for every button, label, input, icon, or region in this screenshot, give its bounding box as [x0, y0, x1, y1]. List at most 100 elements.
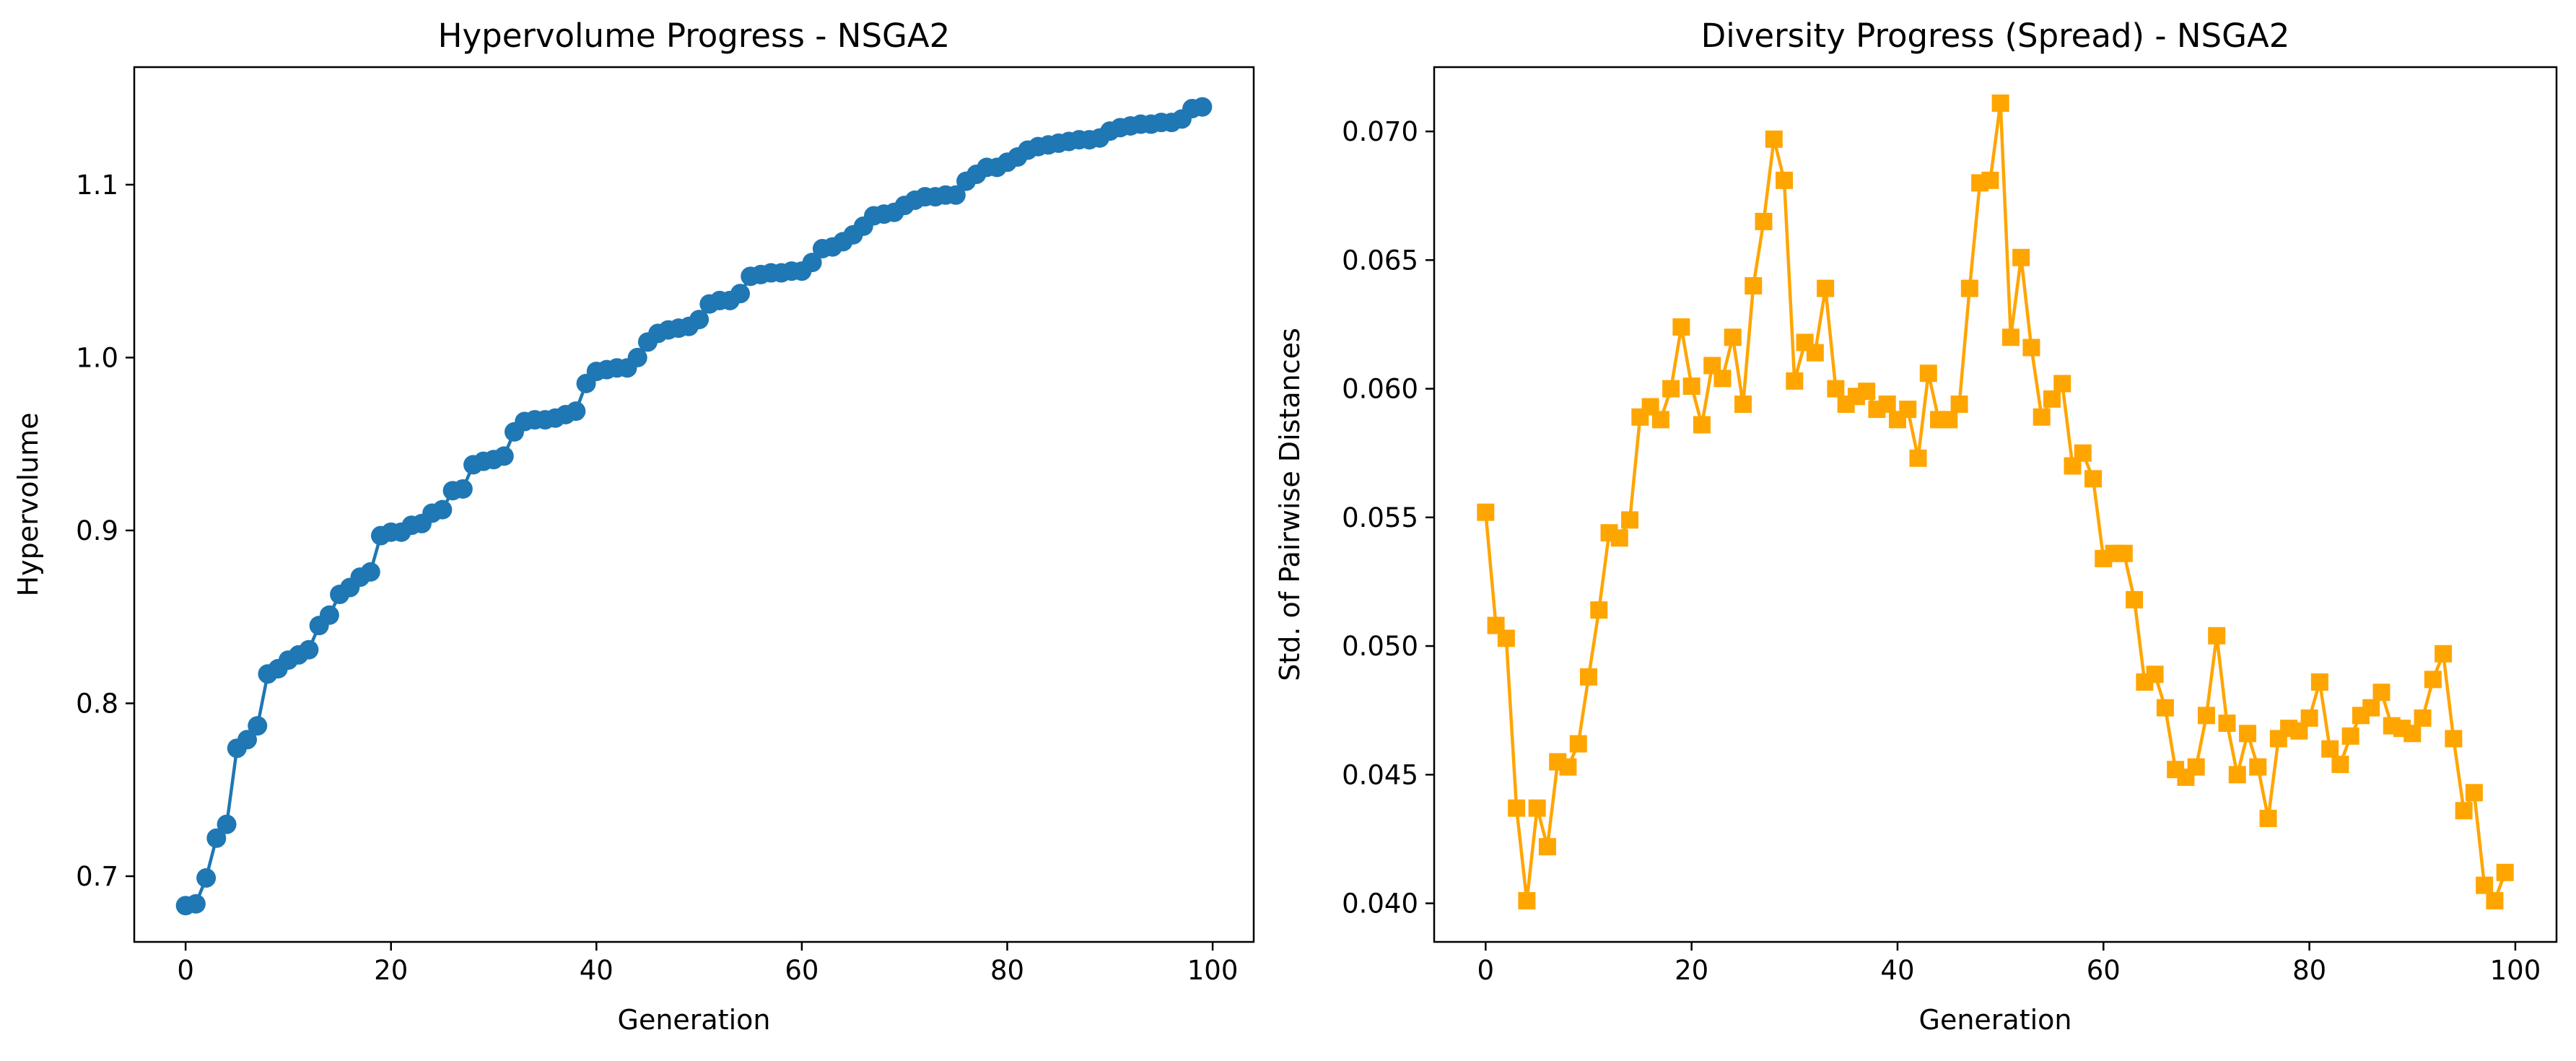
data-point	[946, 185, 966, 205]
data-point	[1538, 838, 1556, 856]
chart-title: Diversity Progress (Spread) - NSGA2	[1701, 17, 2290, 55]
diversity-chart: Diversity Progress (Spread) - NSGA2 Gene…	[1274, 17, 2558, 1036]
data-point	[1745, 277, 1763, 294]
data-point	[2033, 408, 2051, 426]
y-axis-label: Std. of Pairwise Distances	[1274, 328, 1306, 681]
data-point	[1919, 364, 1937, 383]
data-point	[802, 253, 822, 273]
data-point	[1981, 171, 1999, 189]
x-axis-label: Generation	[618, 1004, 771, 1036]
x-tick-label: 20	[374, 955, 408, 986]
data-point	[1662, 380, 1680, 398]
data-point	[2156, 699, 2174, 717]
y-tick-label: 0.065	[1342, 245, 1418, 276]
data-point	[1518, 891, 1536, 909]
data-point	[2362, 699, 2380, 717]
data-point	[2341, 727, 2359, 745]
data-point	[319, 605, 339, 625]
data-point	[2321, 740, 2339, 758]
data-point	[2259, 809, 2277, 827]
data-point	[196, 868, 217, 888]
x-tick-label: 100	[1187, 955, 1239, 986]
chart-title: Hypervolume Progress - NSGA2	[438, 17, 951, 55]
x-tick-label: 100	[2490, 955, 2541, 986]
data-point	[2465, 784, 2483, 802]
data-point	[1693, 416, 1711, 434]
data-point	[1940, 411, 1958, 429]
data-point	[1878, 395, 1896, 413]
data-point	[1817, 279, 1835, 297]
data-point	[2249, 758, 2267, 776]
x-tick-label: 0	[1477, 955, 1495, 986]
data-point	[2414, 709, 2432, 727]
data-point	[1477, 503, 1495, 521]
data-point	[1192, 97, 1213, 117]
x-tick-label: 80	[2292, 955, 2326, 986]
data-point	[2403, 725, 2422, 743]
data-point	[1651, 411, 1669, 429]
data-point	[2126, 590, 2144, 608]
y-tick-label: 0.055	[1342, 502, 1418, 533]
data-point	[1528, 799, 1546, 817]
y-tick-label: 1.1	[76, 170, 118, 201]
data-point	[1734, 395, 1752, 413]
data-point	[299, 639, 319, 660]
data-point	[1508, 799, 1526, 817]
data-point	[2218, 715, 2236, 732]
data-point	[1579, 668, 1597, 686]
data-point	[1755, 212, 1773, 230]
axes-frame	[1433, 66, 2558, 943]
data-point	[2331, 756, 2349, 774]
data-point	[1786, 372, 1804, 390]
y-tick-label: 0.050	[1342, 631, 1418, 662]
axes-frame	[133, 66, 1255, 943]
data-point	[2228, 766, 2246, 784]
x-axis-label: Generation	[1919, 1004, 2072, 1036]
data-point	[1497, 629, 1515, 647]
data-point	[2208, 626, 2226, 645]
hypervolume-chart: Hypervolume Progress - NSGA2 Generation …	[12, 17, 1255, 1036]
data-point	[2239, 725, 2257, 743]
y-tick-label: 0.7	[76, 861, 118, 892]
x-tick-label: 60	[785, 955, 818, 986]
data-point	[237, 730, 258, 750]
data-point	[2455, 802, 2473, 820]
data-point	[1909, 449, 1927, 467]
data-point	[1724, 328, 1742, 346]
data-point	[1713, 370, 1732, 388]
data-point	[1776, 171, 1794, 189]
data-point	[2084, 470, 2103, 488]
data-point	[494, 446, 514, 466]
data-point	[1858, 383, 1876, 401]
x-tick-label: 40	[1880, 955, 1914, 986]
data-point	[2115, 544, 2133, 562]
y-tick-label: 0.9	[76, 515, 118, 546]
series-line	[1484, 101, 2507, 903]
y-tick-label: 0.070	[1342, 116, 1418, 147]
data-point	[1610, 529, 1628, 547]
data-point	[432, 499, 453, 520]
data-point	[453, 479, 473, 499]
data-point	[1590, 601, 1608, 619]
data-point	[2012, 248, 2030, 266]
data-point	[2424, 671, 2442, 689]
data-point	[2197, 707, 2215, 725]
data-point	[1950, 395, 1968, 413]
data-point	[2053, 375, 2071, 393]
data-point	[206, 828, 227, 848]
data-point	[1899, 401, 1917, 419]
x-tick-label: 80	[990, 955, 1024, 986]
data-point	[1672, 318, 1690, 336]
data-point	[1806, 344, 1824, 362]
y-tick-label: 1.0	[76, 342, 118, 373]
y-axis-label: Hypervolume	[12, 413, 44, 597]
data-point	[1559, 758, 1577, 776]
data-point	[1991, 94, 2009, 112]
data-point	[2001, 328, 2020, 346]
y-tick-label: 0.045	[1342, 759, 1418, 790]
data-point	[2022, 339, 2040, 357]
x-tick-label: 0	[177, 955, 194, 986]
data-point	[2074, 444, 2092, 462]
